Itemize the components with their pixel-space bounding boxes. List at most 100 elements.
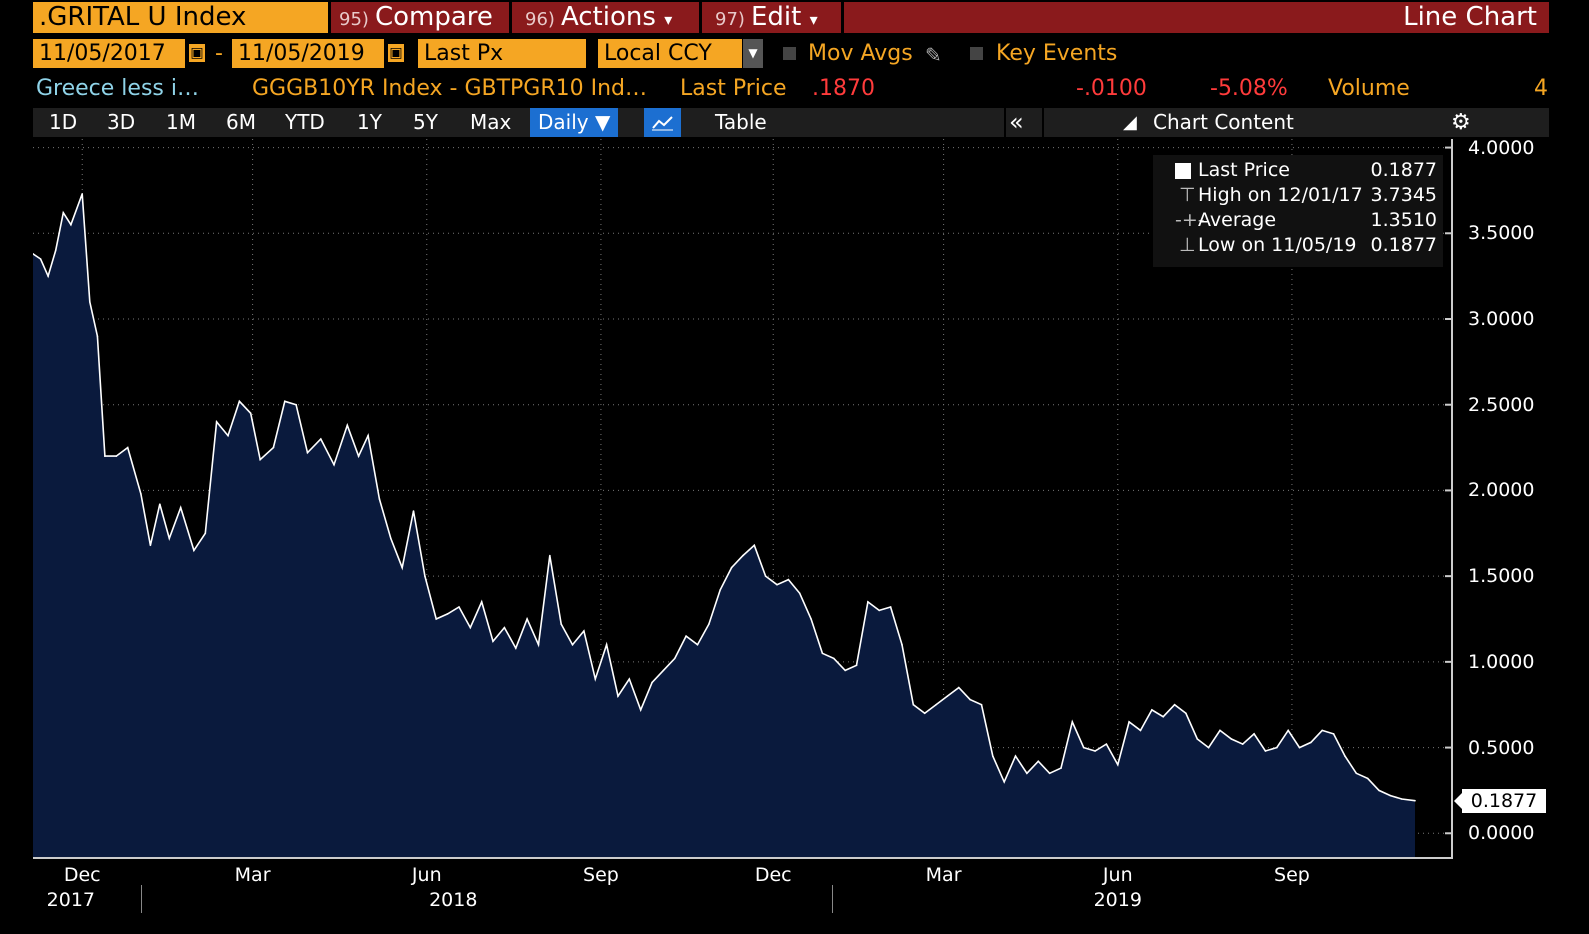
data-point	[730, 566, 733, 569]
data-point	[1151, 709, 1153, 711]
edit-button[interactable]: 97) Edit ▾	[715, 2, 818, 32]
data-point	[1355, 772, 1358, 775]
frequency-dropdown[interactable]: Daily ▼	[530, 108, 619, 137]
x-tick-label: Mar	[234, 864, 271, 886]
data-point	[1287, 729, 1289, 732]
average-marker-icon: -+-	[1175, 209, 1205, 231]
pencil-icon[interactable]: ✎	[925, 43, 942, 67]
data-point	[367, 434, 369, 437]
data-point	[1048, 772, 1051, 775]
chart-content-button[interactable]: Chart Content	[1153, 110, 1294, 134]
data-point	[1128, 721, 1130, 723]
data-point	[1014, 755, 1017, 757]
series-area	[33, 193, 1415, 859]
collapse-icon[interactable]: «	[1009, 108, 1024, 136]
data-point	[1060, 767, 1062, 769]
data-point	[96, 335, 99, 337]
data-point	[480, 601, 483, 603]
data-point	[776, 583, 778, 586]
price-field-select[interactable]: Last Px	[418, 39, 586, 68]
data-point	[833, 657, 835, 660]
data-point	[889, 606, 892, 608]
last-price-label: Last Price	[680, 76, 787, 101]
data-point	[685, 635, 687, 637]
data-point	[1276, 746, 1278, 749]
chart-legend: Last Price 0.1877 ⊤ High on 12/01/17 3.7…	[1153, 155, 1443, 267]
data-point	[594, 678, 597, 680]
last-price-swatch	[1175, 163, 1191, 179]
security-name[interactable]: Greece less i…	[36, 76, 199, 101]
actions-button[interactable]: 96) Actions ▾	[525, 2, 673, 32]
toolbar-divider	[1004, 108, 1006, 137]
data-point	[617, 695, 619, 697]
gear-icon[interactable]: ⚙	[1451, 110, 1471, 135]
data-point	[70, 223, 72, 226]
data-point	[878, 609, 881, 612]
data-point	[458, 606, 460, 608]
x-tick-label: Jun	[411, 864, 442, 886]
data-point	[1241, 743, 1244, 745]
last-price-value: .1870	[812, 76, 875, 101]
data-point	[1298, 746, 1301, 749]
data-point	[283, 400, 286, 403]
table-button[interactable]: Table	[715, 110, 767, 134]
legend-low: ⊥ Low on 11/05/19 0.1877	[1179, 234, 1437, 256]
end-date-field[interactable]: 11/05/2019	[232, 39, 384, 68]
calendar-icon[interactable]: ▣	[189, 44, 205, 62]
data-point	[272, 446, 275, 449]
timeframe-1y[interactable]: 1Y	[357, 110, 382, 134]
data-point	[571, 643, 574, 646]
data-point	[855, 664, 858, 667]
mov-avgs-checkbox[interactable]	[783, 47, 796, 60]
data-point	[821, 652, 824, 655]
timeframe-3d[interactable]: 3D	[107, 110, 136, 134]
data-point	[39, 258, 42, 260]
data-point	[1185, 712, 1187, 715]
ticker-field[interactable]: .GRITAL U Index	[33, 2, 328, 33]
line-chart-icon[interactable]	[644, 108, 681, 137]
start-date-field[interactable]: 11/05/2017	[33, 39, 185, 68]
key-events-checkbox[interactable]	[970, 47, 983, 60]
chart-content-icon[interactable]: ◢	[1123, 112, 1137, 133]
data-point	[742, 554, 744, 557]
data-point	[537, 643, 540, 646]
data-point	[1196, 738, 1199, 740]
year-label: 2017	[46, 889, 96, 911]
data-point	[1094, 750, 1096, 752]
calendar-icon[interactable]: ▣	[388, 44, 404, 62]
x-tick-label: Dec	[63, 864, 101, 886]
year-divider	[831, 885, 833, 913]
index-formula: GGGB10YR Index - GBTPGR10 Ind…	[252, 76, 648, 101]
data-point	[424, 575, 426, 577]
title-bar: .GRITAL U Index 95) Compare 96) Actions ▾ …	[0, 0, 1549, 36]
data-point	[992, 755, 994, 757]
data-point	[639, 709, 642, 711]
chevron-down-icon[interactable]: ▼	[743, 39, 763, 68]
timeframe-1m[interactable]: 1M	[166, 110, 196, 134]
data-point	[1230, 738, 1233, 740]
data-point	[492, 640, 494, 643]
data-point	[469, 626, 472, 629]
compare-button[interactable]: 95) Compare	[339, 2, 493, 32]
timeframe-5y[interactable]: 5Y	[413, 110, 438, 134]
currency-select[interactable]: Local CCY	[598, 39, 742, 68]
data-point	[901, 643, 903, 646]
data-point	[115, 455, 118, 457]
data-point	[1344, 755, 1346, 757]
data-point	[54, 249, 57, 252]
data-point	[1321, 729, 1324, 732]
data-point	[306, 451, 309, 454]
security-info-row: Greece less i… GGGB10YR Index - GBTPGR10…	[0, 74, 1549, 104]
timeframe-1d[interactable]: 1D	[49, 110, 78, 134]
key-events-label[interactable]: Key Events	[996, 41, 1118, 66]
timeframe-6m[interactable]: 6M	[226, 110, 256, 134]
chart-type-title: Line Chart	[1403, 2, 1537, 32]
timeframe-max[interactable]: Max	[470, 110, 512, 134]
mov-avgs-label[interactable]: Mov Avgs	[808, 41, 913, 66]
timeframe-ytd[interactable]: YTD	[285, 110, 325, 134]
menu-divider	[841, 2, 844, 33]
data-point	[798, 592, 801, 595]
data-point	[867, 601, 869, 603]
data-point	[526, 618, 528, 620]
y-tick-label: 0.0000	[1468, 822, 1535, 845]
